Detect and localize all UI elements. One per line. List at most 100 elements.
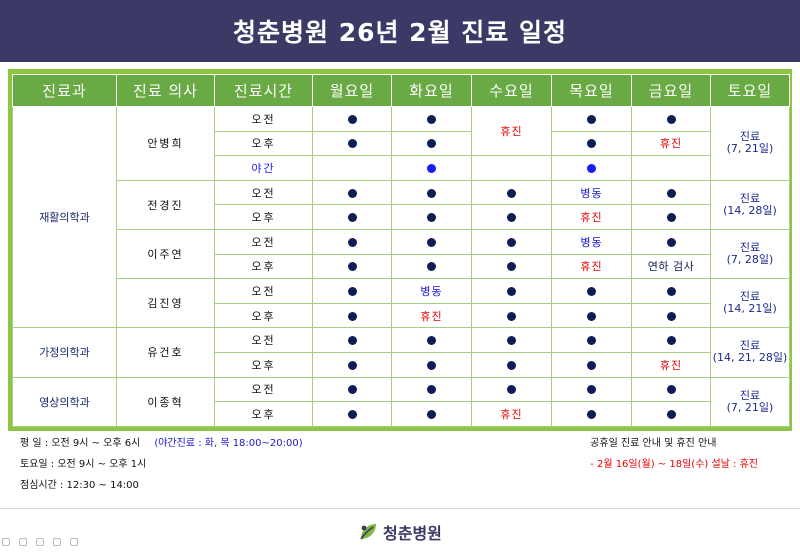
schedule-cell — [631, 106, 711, 132]
schedule-cell — [471, 351, 552, 378]
schedule-cell — [312, 327, 392, 353]
saturday-schedule: 진료 (7, 21일) — [710, 376, 790, 427]
schedule-cell — [312, 351, 392, 378]
schedule-cell — [391, 327, 472, 353]
next-icon[interactable] — [19, 538, 27, 546]
available-dot — [347, 262, 357, 272]
available-dot — [347, 139, 357, 149]
available-dot — [347, 237, 357, 247]
available-dot — [347, 213, 357, 223]
available-dot — [666, 237, 676, 247]
saturday-schedule: 진료 (14, 21일) — [710, 278, 790, 329]
saturday-schedule: 진료 (7, 21일) — [710, 106, 790, 181]
schedule-cell — [471, 179, 552, 206]
available-dot — [666, 188, 676, 198]
available-dot — [507, 237, 516, 247]
schedule-cell — [471, 228, 552, 255]
schedule-cell — [312, 376, 392, 403]
schedule-cell — [312, 401, 392, 427]
holiday-notice: 공휴일 진료 안내 및 휴진 안내 - 2월 16일(월) ~ 18일(수) 설… — [590, 437, 758, 472]
doctor-name: 김진영 — [116, 278, 215, 329]
schedule-cell — [391, 130, 472, 157]
col-doctor: 진료 의사 — [116, 74, 215, 107]
available-dot — [587, 114, 596, 124]
zoom-icon[interactable] — [53, 538, 61, 546]
available-dot — [347, 385, 357, 395]
schedule-cell — [631, 376, 711, 403]
schedule-cell — [631, 228, 711, 255]
table-row: 재활의학과 안병희 오전 휴진 진료 (7, 21일) — [12, 105, 790, 329]
table-row: 이주연 오전 병동 진료 (7, 28일) — [13, 228, 790, 280]
session-am: 오전 — [214, 376, 313, 403]
available-dot — [507, 360, 516, 370]
schedule-cell — [312, 302, 392, 329]
pen-icon[interactable] — [36, 538, 44, 546]
page-header: 청춘병원 26년 2월 진료 일정 — [0, 0, 800, 62]
closed-label: 휴진 — [471, 105, 552, 157]
schedule-cell — [391, 376, 472, 403]
schedule-cell — [631, 302, 711, 329]
schedule-cell — [631, 155, 711, 181]
session-am: 오전 — [214, 327, 313, 353]
prev-icon[interactable] — [2, 538, 10, 546]
schedule-cell — [312, 278, 392, 304]
doctor-name: 이종혁 — [116, 376, 215, 427]
menu-icon[interactable] — [70, 538, 78, 546]
session-pm: 오후 — [214, 130, 313, 157]
saturday-schedule: 진료 (7, 28일) — [710, 228, 790, 280]
col-wed: 수요일 — [471, 74, 552, 107]
table-row: 영상의학과 이종혁 오전 진료 (7, 21일) — [12, 376, 790, 427]
schedule-cell — [551, 155, 632, 181]
schedule-cell — [312, 130, 392, 157]
session-am: 오전 — [214, 106, 313, 132]
col-mon: 월요일 — [312, 74, 392, 107]
session-night: 야간 — [214, 155, 313, 181]
schedule-cell — [391, 155, 472, 181]
schedule-cell — [551, 278, 632, 304]
night-dot — [427, 163, 436, 173]
available-dot — [347, 311, 357, 321]
dept-family: 가정의학과 — [12, 327, 117, 378]
closed-label: 휴진 — [631, 130, 711, 157]
schedule-cell — [391, 179, 472, 206]
available-dot — [347, 114, 357, 124]
closed-label: 휴진 — [391, 302, 472, 329]
available-dot — [427, 336, 436, 346]
closed-label: 휴진 — [551, 204, 632, 230]
schedule-table: 진료과 진료 의사 진료시간 월요일 화요일 수요일 목요일 금요일 토요일 재… — [12, 74, 790, 427]
ward-label: 병동 — [551, 228, 632, 255]
schedule-cell — [391, 401, 472, 427]
header-row: 진료과 진료 의사 진료시간 월요일 화요일 수요일 목요일 금요일 토요일 — [12, 74, 790, 107]
available-dot — [347, 286, 357, 296]
available-dot — [666, 336, 676, 346]
schedule-cell — [312, 228, 392, 255]
schedule-cell — [391, 351, 472, 378]
schedule-cell — [471, 376, 552, 403]
viewer-toolbar — [2, 538, 78, 546]
weekday-hours: 평 일 : 오전 9시 ~ 오후 6시 (야간진료 : 화, 목 18:00~20… — [20, 438, 303, 449]
col-time: 진료시간 — [214, 74, 313, 107]
col-department: 진료과 — [12, 74, 117, 107]
saturday-schedule: 진료 (14, 28일) — [710, 179, 790, 230]
schedule-cell — [471, 155, 552, 181]
saturday-schedule: 진료 (14, 21, 28일) — [710, 327, 790, 378]
available-dot — [347, 188, 357, 198]
available-dot — [427, 213, 436, 223]
footer-divider — [0, 508, 800, 509]
swallow-test-label: 연하 검사 — [631, 253, 711, 280]
schedule-cell — [391, 204, 472, 230]
session-pm: 오후 — [214, 351, 313, 378]
dept-radiology: 영상의학과 — [12, 376, 117, 427]
holiday-title: 공휴일 진료 안내 및 휴진 안내 — [590, 438, 717, 449]
schedule-cell — [391, 228, 472, 255]
logo-text: 청춘병원 — [383, 524, 442, 543]
holiday-text: - 2월 16일(월) ~ 18일(수) 설날 : 휴진 — [590, 459, 758, 470]
table-row: 김진영 오전 병동 진료 (14, 21일) — [13, 278, 790, 329]
table-row: 오후 휴진 — [13, 302, 790, 329]
saturday-hours: 토요일 : 오전 9시 ~ 오후 1시 — [20, 459, 147, 470]
schedule-cell — [312, 253, 392, 280]
schedule-cell — [391, 106, 472, 132]
available-dot — [587, 139, 596, 149]
lunch-hours: 점심시간 : 12:30 ~ 14:00 — [20, 480, 139, 491]
schedule-cell — [631, 204, 711, 230]
